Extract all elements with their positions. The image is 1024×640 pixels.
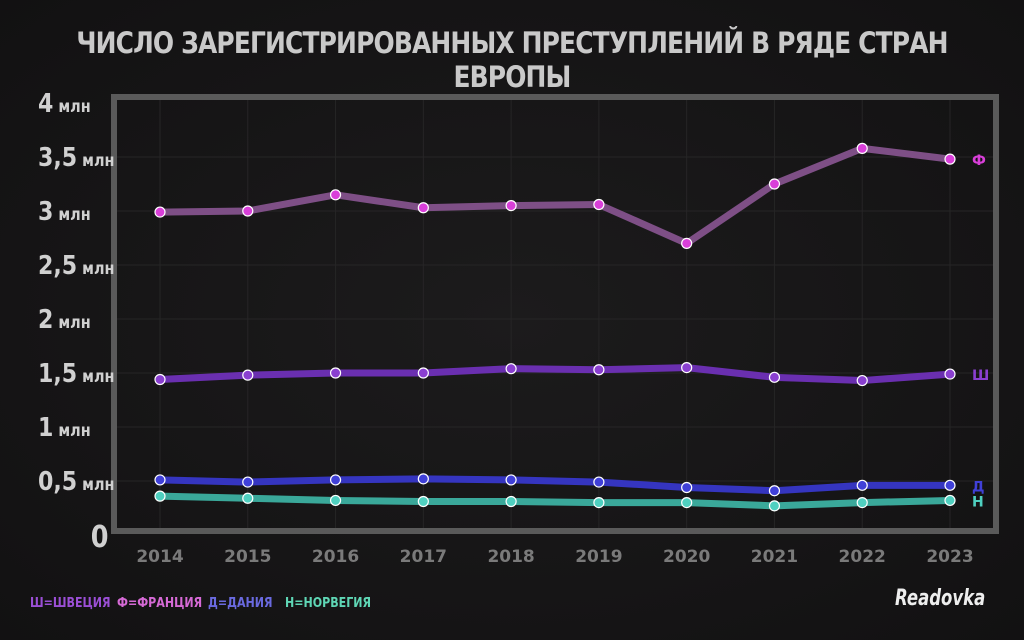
data-point [417,495,429,508]
x-tick-label: 2023 [926,547,973,567]
series-line-Ф [159,144,951,247]
y-tick-label: 3,5 млн [38,142,115,172]
data-point [154,474,166,486]
data-point [417,367,429,379]
y-tick-label: 2 млн [38,304,91,334]
data-point [505,474,517,486]
x-tick-label: 2014 [136,547,183,567]
x-tick-label: 2016 [312,547,359,567]
data-point [154,373,166,386]
series-line-Ш [159,364,951,385]
data-point [856,142,868,154]
x-tick-label: 2017 [400,547,447,567]
series-end-label: Ш [972,368,989,384]
readovka-logo: Readovka [895,586,986,611]
series-line-Н [159,492,951,510]
x-tick-label: 2018 [487,547,534,567]
data-point [242,205,254,217]
data-point [593,198,605,211]
data-point [505,200,517,212]
x-tick-label: 2021 [751,547,798,567]
data-point [505,495,517,508]
data-point [856,497,868,509]
data-point [593,364,605,376]
series-line-Д [159,475,950,495]
data-point [944,494,956,507]
data-point [329,494,342,507]
data-point [768,500,781,512]
data-point [593,497,605,509]
data-point [768,485,781,497]
data-point [856,479,868,491]
y-tick-label: 1 млн [38,412,91,442]
data-point [154,490,166,502]
y-tick-label: 4 млн [38,88,91,118]
data-point [681,237,693,249]
x-tick-label: 2015 [224,547,271,567]
data-point [681,362,693,374]
data-point [329,474,342,486]
y-tick-label: 1,5 млн [38,358,115,388]
data-point [242,476,254,488]
data-point [593,476,605,488]
data-point [329,189,342,201]
x-tick-label: 2020 [663,547,710,567]
data-point [242,492,254,504]
series-end-label: Ф [972,153,986,169]
data-point [417,473,429,485]
data-point [944,153,956,165]
y-tick-label: 2,5 млн [38,250,115,280]
legend-denmark: Д=ДАНИЯ [208,596,273,611]
data-point [768,371,781,383]
data-point [944,368,956,380]
data-point [329,367,342,379]
data-point [856,374,868,387]
data-point [417,202,429,214]
x-tick-label: 2022 [839,547,886,567]
data-point [154,206,166,218]
y-tick-label: 0 [91,519,109,555]
data-point [768,178,781,190]
data-point [242,369,254,381]
legend-sweden: Ш=ШВЕЦИЯ [30,596,111,611]
data-point [681,497,693,509]
x-tick-label: 2019 [575,547,622,567]
y-tick-label: 3 млн [38,196,91,226]
y-tick-label: 0,5 млн [38,466,115,496]
data-point [681,481,693,494]
legend-norway: Н=НОРВЕГИЯ [285,596,372,611]
data-point [944,479,956,491]
series-end-label: Д [972,479,984,495]
plot-frame [111,94,999,534]
legend-france: Ф=ФРАНЦИЯ [117,596,203,611]
series-end-label: Н [972,494,984,510]
data-point [505,363,517,375]
chart-title: ЧИСЛО ЗАРЕГИСТРИРОВАННЫХ ПРЕСТУПЛЕНИЙ В … [76,26,948,94]
